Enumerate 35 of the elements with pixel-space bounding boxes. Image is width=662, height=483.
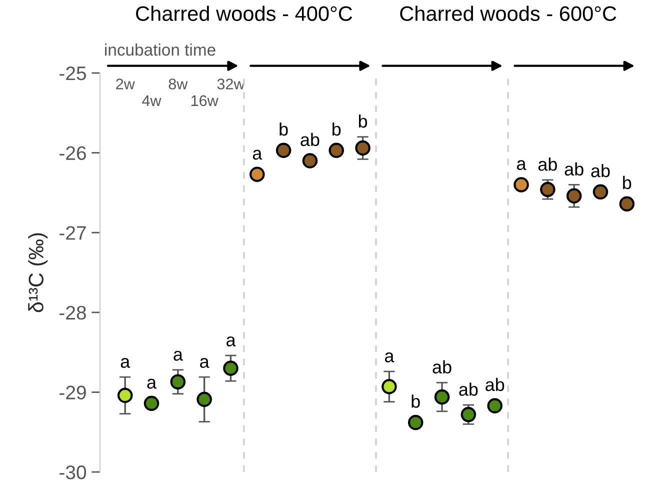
- text: Charred woods - 400°C: [136, 6, 352, 21]
- data-label: ab: [591, 164, 610, 178]
- data-label: b: [623, 176, 632, 190]
- data-label: b: [332, 122, 341, 136]
- data-label: ab: [432, 360, 452, 374]
- y-tick-label: -30: [60, 465, 86, 480]
- y-tick-label: -28: [60, 306, 86, 320]
- data-label: ab: [564, 162, 584, 176]
- data-label: a: [226, 336, 236, 346]
- data-label: a: [174, 350, 183, 361]
- data-label: a: [384, 352, 394, 362]
- data-label: a: [252, 150, 262, 160]
- data-label: ab: [538, 158, 557, 171]
- data-label: b: [358, 114, 368, 128]
- text: incubation time: [105, 44, 216, 56]
- data-label: b: [412, 394, 420, 408]
- x-tick-label: 2w: [116, 78, 135, 90]
- y-tick-label: -29: [60, 386, 86, 400]
- x-tick-label: 32w: [217, 78, 245, 90]
- x-tick-label: 16w: [191, 95, 218, 106]
- data-label: b: [280, 122, 288, 136]
- y-tick-label: -26: [60, 146, 86, 160]
- data-label: a: [517, 160, 526, 170]
- x-tick-label: 8w: [168, 78, 188, 90]
- data-label: ab: [459, 382, 478, 396]
- data-label: a: [120, 358, 130, 368]
- y-axis-title: δ¹³C (‰): [28, 233, 48, 312]
- x-tick-label: 4w: [142, 95, 162, 106]
- y-tick-label: -27: [60, 226, 86, 240]
- text: Charred woods - 600°C: [400, 6, 616, 21]
- y-tick-label: -25: [60, 66, 86, 80]
- data-label: ab: [300, 132, 320, 146]
- data-label: ab: [486, 378, 504, 392]
- data-label: a: [147, 378, 157, 389]
- data-label: a: [200, 358, 210, 368]
